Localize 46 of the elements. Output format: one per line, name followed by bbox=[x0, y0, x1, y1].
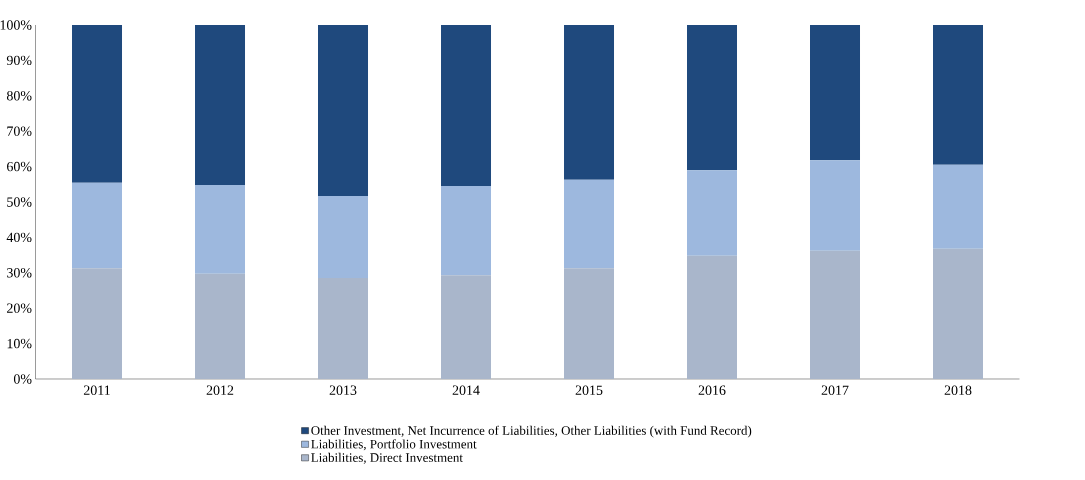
bar bbox=[72, 268, 123, 379]
bar bbox=[687, 255, 738, 379]
bar bbox=[441, 275, 492, 379]
bar bbox=[441, 186, 492, 276]
y-tick-label: 70% bbox=[7, 126, 32, 136]
bar bbox=[810, 250, 861, 379]
bar bbox=[318, 195, 369, 279]
y-tick-label: 50% bbox=[7, 197, 32, 207]
bar bbox=[195, 184, 246, 274]
legend-label: Liabilities, Direct Investment bbox=[311, 452, 463, 464]
bar bbox=[810, 24, 861, 161]
x-tick-label: 2011 bbox=[83, 385, 110, 395]
bar bbox=[195, 24, 246, 185]
x-tick-label: 2015 bbox=[575, 385, 603, 395]
bar bbox=[318, 24, 369, 196]
bar bbox=[933, 24, 983, 165]
bar bbox=[564, 268, 615, 379]
bar bbox=[72, 182, 123, 269]
bar bbox=[195, 273, 246, 379]
x-tick-label: 2016 bbox=[698, 385, 726, 395]
x-tick-label: 2013 bbox=[329, 385, 357, 395]
y-tick-label: 10% bbox=[7, 338, 32, 349]
bar bbox=[687, 170, 738, 256]
bar bbox=[933, 248, 983, 379]
x-tick-label: 2017 bbox=[821, 385, 849, 395]
x-tick-label: 2014 bbox=[452, 385, 480, 395]
bar bbox=[564, 24, 615, 180]
y-tick-label: 90% bbox=[6, 55, 32, 66]
y-tick-label: 40% bbox=[6, 232, 32, 243]
bar bbox=[564, 179, 615, 269]
bar bbox=[72, 24, 123, 183]
bar bbox=[933, 164, 983, 249]
legend-label: Other Investment, Net Incurrence of Liabilities, Other Liabilities (with Fund Record) bbox=[311, 425, 752, 438]
legend-label: Liabilities, Portfolio Investment bbox=[311, 439, 477, 451]
y-tick-label: 100% bbox=[0, 20, 32, 30]
y-tick-label: 20% bbox=[7, 303, 32, 313]
bar bbox=[810, 160, 861, 251]
y-tick-label: 30% bbox=[7, 268, 32, 278]
y-tick-label: 80% bbox=[6, 91, 32, 101]
bar bbox=[441, 24, 492, 187]
bar bbox=[687, 24, 738, 171]
x-tick-label: 2012 bbox=[206, 385, 234, 395]
y-tick-label: 0% bbox=[13, 374, 32, 384]
bar bbox=[318, 278, 369, 379]
y-tick-label: 60% bbox=[7, 161, 32, 172]
x-tick-label: 2018 bbox=[944, 385, 972, 395]
